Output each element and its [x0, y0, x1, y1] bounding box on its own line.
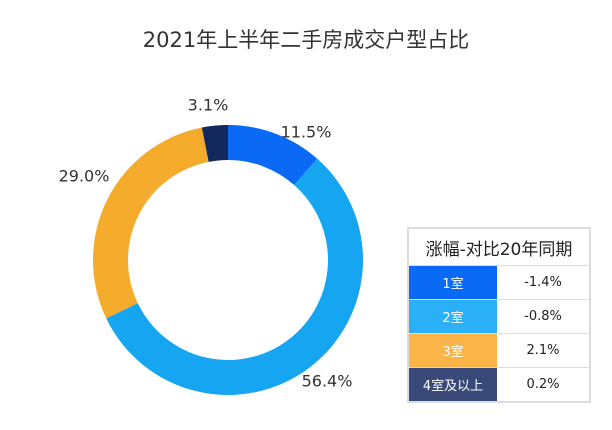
data-label-4room: 3.1%: [187, 95, 229, 115]
row-label: 4室及以上: [408, 367, 497, 403]
donut-slice-3: [93, 127, 209, 319]
data-label-3room: 29.0%: [58, 166, 110, 186]
donut-slice-4: [201, 125, 228, 162]
table-row: 3室 2.1%: [408, 333, 590, 368]
row-value: -0.8%: [497, 299, 590, 334]
donut-slice-1: [228, 125, 318, 185]
row-value: -1.4%: [497, 265, 590, 300]
data-label-1room: 11.5%: [280, 122, 332, 142]
table-row: 4室及以上 0.2%: [408, 367, 590, 403]
yoy-change-table: 涨幅-对比20年同期 1室 -1.4% 2室 -0.8% 3室 2.1% 4室及以上 0…: [407, 227, 591, 403]
data-label-2room: 56.4%: [301, 371, 353, 391]
table-row: 2室 -0.8%: [408, 299, 590, 334]
row-value: 0.2%: [497, 367, 590, 403]
donut-slice-2: [106, 158, 363, 395]
table-header: 涨幅-对比20年同期: [408, 228, 590, 266]
row-value: 2.1%: [497, 333, 590, 368]
row-label: 3室: [408, 333, 497, 368]
row-label: 1室: [408, 265, 497, 300]
chart-title: 2021年上半年二手房成交户型占比: [142, 28, 470, 52]
row-label: 2室: [408, 299, 497, 334]
table-row: 1室 -1.4%: [408, 265, 590, 300]
